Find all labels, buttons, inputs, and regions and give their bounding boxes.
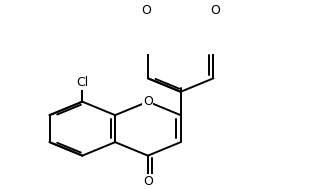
Text: O: O — [143, 95, 153, 108]
Text: O: O — [142, 4, 151, 17]
Text: O: O — [210, 4, 220, 17]
Text: O: O — [143, 175, 153, 188]
Text: Cl: Cl — [76, 76, 88, 89]
